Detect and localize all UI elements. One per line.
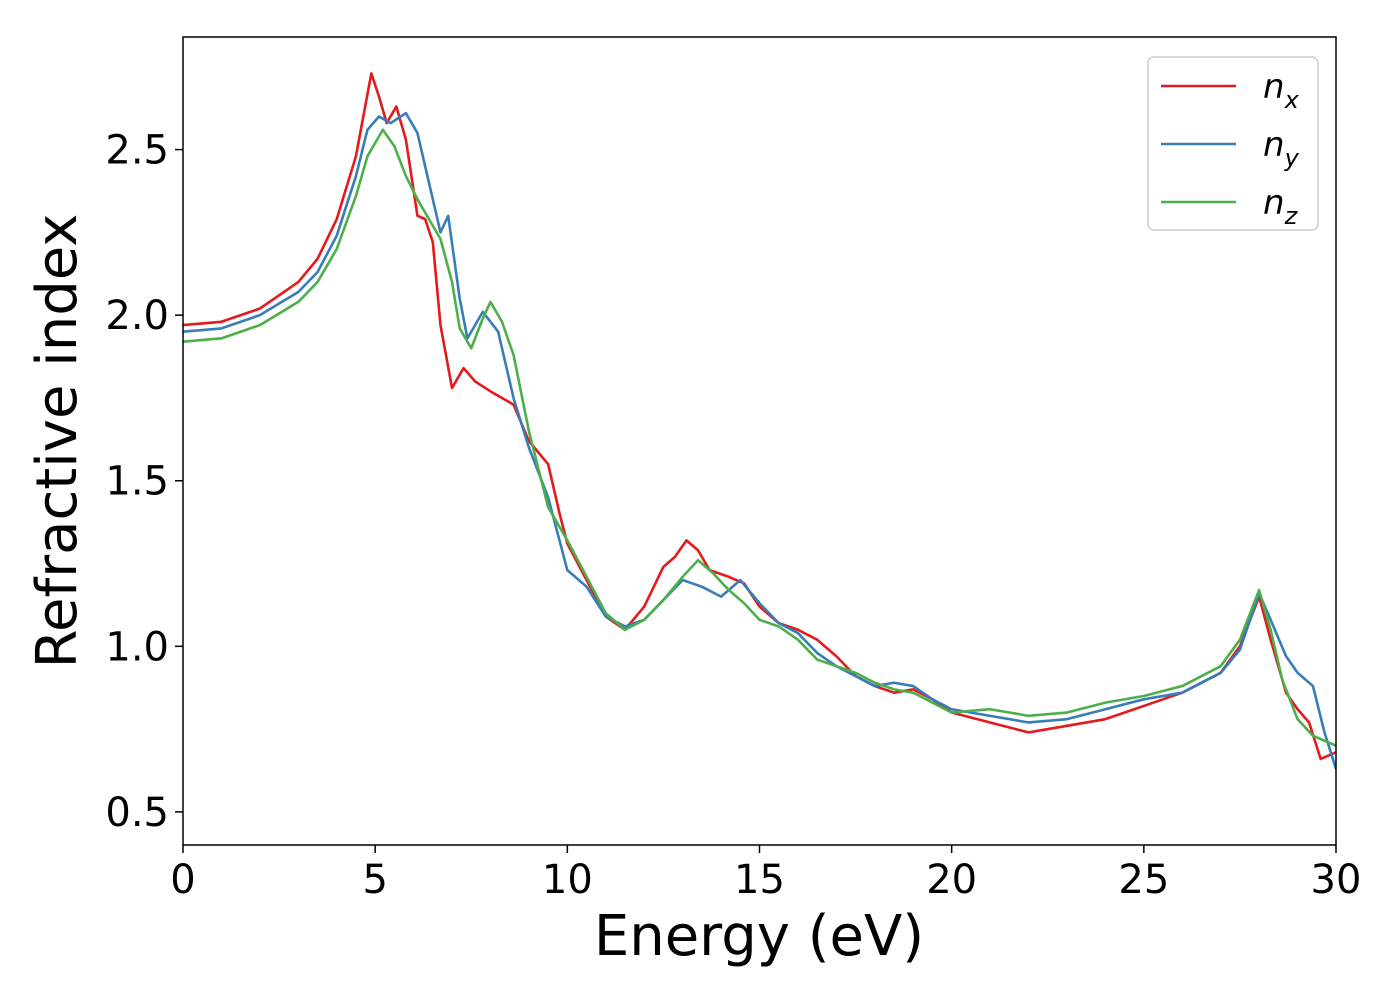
y-axis: 0.5 1.0 1.5 2.0 2.5 [105,128,183,836]
y-tick-label: 1.0 [105,624,169,670]
x-axis: 0 5 10 15 20 25 30 [170,845,1361,903]
y-tick-label: 2.0 [105,293,169,339]
x-tick-label: 15 [734,857,785,903]
series-line-ny [183,111,1336,771]
y-tick-label: 1.5 [105,459,169,505]
x-tick-label: 5 [362,857,387,903]
x-tick-label: 25 [1118,857,1169,903]
legend: nx ny nz [1147,56,1319,231]
legend-label-nz: nz [1263,183,1299,230]
x-tick-label: 30 [1311,857,1362,903]
y-axis-label: Refractive index [25,214,90,669]
x-tick-label: 0 [170,857,195,903]
x-axis-label: Energy (eV) [594,904,924,969]
legend-label-nx: nx [1263,67,1300,114]
legend-label-ny: ny [1263,125,1300,172]
y-tick-label: 2.5 [105,128,169,174]
series-line-nz [183,128,1336,747]
y-tick-label: 0.5 [105,790,169,836]
series-layer [183,72,1336,771]
x-tick-label: 20 [926,857,977,903]
x-tick-label: 10 [542,857,593,903]
